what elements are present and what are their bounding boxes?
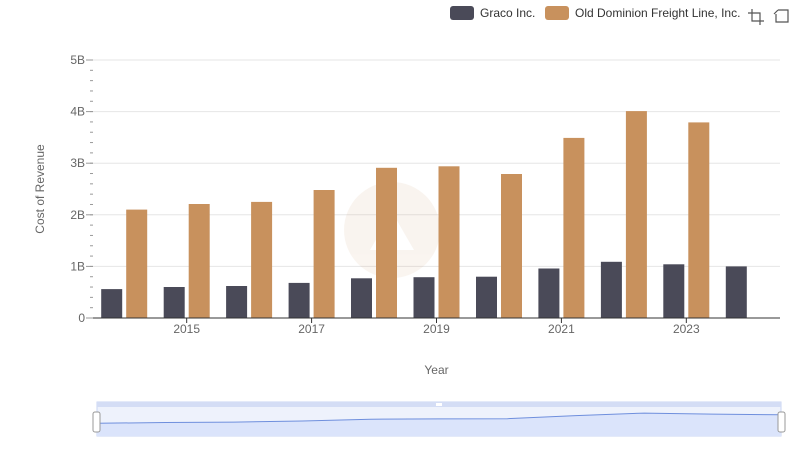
- legend-swatch: [450, 6, 474, 20]
- y-axis-title: Cost of Revenue: [33, 144, 47, 234]
- bar-graco-inc--2019[interactable]: [413, 277, 435, 318]
- navigator-line: [96, 412, 782, 424]
- bar-old-dominion-freight-line-inc--2020[interactable]: [501, 174, 522, 318]
- bar-old-dominion-freight-line-inc--2019[interactable]: [438, 166, 460, 318]
- bar-old-dominion-freight-line-inc--2017[interactable]: [313, 190, 335, 318]
- x-tick-label: 2023: [673, 322, 700, 336]
- bar-graco-inc--2016[interactable]: [226, 286, 248, 318]
- bar-old-dominion-freight-line-inc--2015[interactable]: [188, 204, 210, 318]
- bar-graco-inc--2021[interactable]: [538, 268, 560, 319]
- y-tick-label: 0: [78, 311, 85, 325]
- reset-icon[interactable]: [773, 9, 789, 23]
- x-ticks: 2015 2017 2019 2021 2023: [173, 318, 700, 336]
- legend-swatch: [545, 6, 569, 20]
- bar-graco-inc--2015[interactable]: [163, 287, 185, 318]
- x-tick-label: 2017: [298, 322, 325, 336]
- bars: [101, 111, 747, 319]
- legend-label: Graco Inc.: [480, 6, 535, 20]
- y-grid: 0 1B 2B 3B 4B 5B: [70, 53, 780, 325]
- bar-old-dominion-freight-line-inc--2022[interactable]: [625, 111, 647, 318]
- crop-icon-lines: [748, 9, 764, 25]
- bar-old-dominion-freight-line-inc--2018[interactable]: [376, 167, 397, 318]
- bar-graco-inc--2014[interactable]: [101, 289, 123, 318]
- legend-label: Old Dominion Freight Line, Inc.: [575, 6, 740, 20]
- navigator-handle-left[interactable]: [92, 411, 101, 433]
- y-tick-label: 5B: [70, 53, 85, 67]
- y-minor-ticks: [90, 59, 93, 319]
- x-tick-label: 2021: [548, 322, 575, 336]
- range-navigator[interactable]: [92, 401, 786, 437]
- reset-icon-lines: [773, 9, 789, 23]
- y-tick-label: 3B: [70, 156, 85, 170]
- y-tick-label: 2B: [70, 208, 85, 222]
- legend: Graco Inc. Old Dominion Freight Line, Inc…: [450, 6, 740, 20]
- navigator-grip[interactable]: [436, 403, 442, 406]
- x-axis-title: Year: [424, 363, 448, 377]
- crop-icon[interactable]: [748, 9, 764, 25]
- bar-graco-inc--2017[interactable]: [288, 282, 310, 318]
- legend-item[interactable]: Graco Inc.: [450, 6, 535, 20]
- bar-graco-inc--2020[interactable]: [476, 276, 497, 318]
- bar-graco-inc--2023[interactable]: [663, 264, 685, 318]
- x-tick-label: 2019: [423, 322, 450, 336]
- bar-old-dominion-freight-line-inc--2023[interactable]: [688, 122, 710, 319]
- navigator-handle-right[interactable]: [777, 411, 786, 433]
- x-tick-label: 2015: [173, 322, 200, 336]
- legend-item[interactable]: Old Dominion Freight Line, Inc.: [545, 6, 740, 20]
- bar-old-dominion-freight-line-inc--2014[interactable]: [126, 209, 148, 318]
- y-tick-label: 1B: [70, 259, 85, 273]
- bar-old-dominion-freight-line-inc--2021[interactable]: [563, 137, 585, 318]
- bar-graco-inc--2022[interactable]: [600, 261, 622, 318]
- bar-graco-inc--2018[interactable]: [351, 278, 372, 318]
- navigator-area: [97, 413, 781, 436]
- bar-old-dominion-freight-line-inc--2016[interactable]: [251, 201, 273, 318]
- y-tick-label: 4B: [70, 105, 85, 119]
- bar-graco-inc--2024[interactable]: [725, 266, 747, 318]
